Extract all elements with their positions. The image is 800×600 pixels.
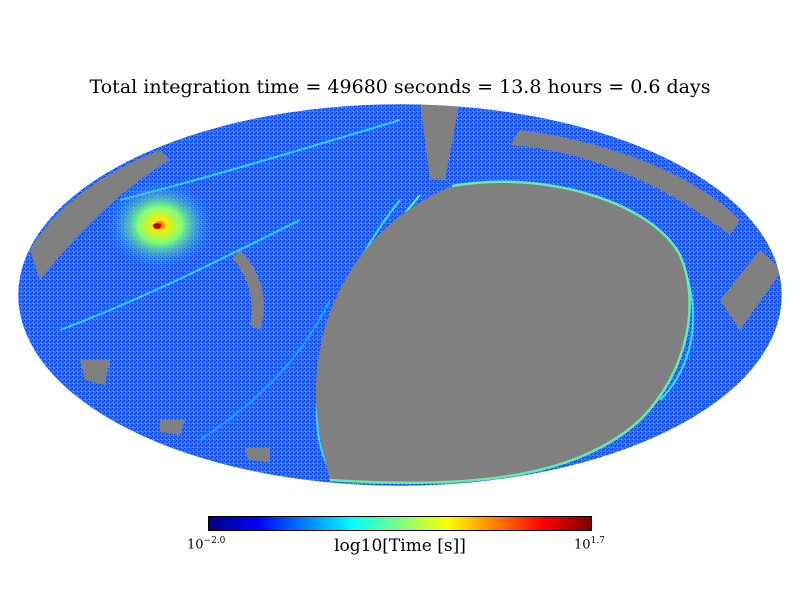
gray-region-rim xyxy=(329,180,691,485)
hotspot-core xyxy=(153,223,161,229)
colorbar-label: log10[Time [s]] xyxy=(334,536,466,556)
chart-title: Total integration time = 49680 seconds =… xyxy=(89,76,711,98)
map-boundary xyxy=(17,103,783,487)
colorbar-max-tick: 101.7 xyxy=(574,536,605,553)
colorbar xyxy=(208,516,592,531)
colorbar-min-tick: 10−2.0 xyxy=(187,536,226,553)
coverage-gaps xyxy=(30,104,782,462)
